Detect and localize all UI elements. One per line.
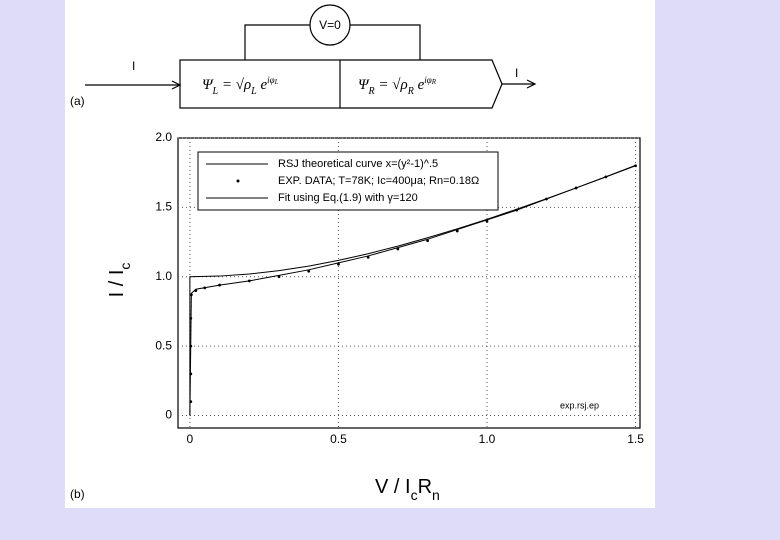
text-part: L [274,78,279,86]
data-point [277,275,281,279]
text-part: iφ [267,75,275,85]
y-tick-label: 0.5 [155,338,172,352]
text-part: I / I [106,270,128,298]
annotation: exp.rsj.ep [560,400,599,410]
x-axis-label: V / IcRn [375,476,440,502]
figure-paper [65,0,655,508]
left-box [179,59,341,109]
text-part: V / I [375,476,411,498]
data-point [307,269,311,273]
current-label: I [132,59,135,73]
legend-label: EXP. DATA; T=78K; Ic=400μa; Rn=0.18Ω [278,175,479,187]
text-part: L [250,86,257,97]
text-part: e [257,77,268,93]
text-part: R [407,86,414,97]
text-part: Ψ [358,77,370,93]
panel-label: (b) [70,487,85,501]
text-part: R [368,86,375,97]
text-part: e [414,77,425,93]
right-wavefunction: ΨR = √ρR eiφR [358,75,437,97]
voltmeter-label: V=0 [319,18,341,32]
y-tick-label: 2.0 [155,130,172,144]
text-part: = √ [218,77,245,93]
text-part: R [418,476,432,498]
data-point [337,262,340,266]
x-tick-label: 0.5 [330,432,347,446]
legend-marker [236,179,240,183]
y-tick-label: 1.0 [155,269,172,283]
series-line [189,165,636,416]
y-tick-label: 0 [165,408,172,422]
diagram [85,4,537,109]
y-tick-label: 1.5 [155,200,172,214]
data-point [366,255,370,259]
text-part: iφ [424,75,432,85]
legend-box [197,151,499,211]
plot-frame [177,137,641,429]
text-part: = √ [375,77,402,93]
text-part: n [432,487,440,503]
y-axis-label: I / Ic [106,263,132,298]
current-label: I [515,66,518,80]
text-part: ρ [243,77,251,93]
legend-label: RSJ theoretical curve x=(y²-1)^.5 [278,158,438,170]
text-part: L [212,86,219,97]
wire [350,24,421,60]
panel-label: (a) [70,94,85,108]
x-tick-label: 0 [187,432,194,446]
wire [244,24,310,60]
left-wavefunction: ΨL = √ρL eiφL [202,75,279,97]
text-part: Ψ [202,77,214,93]
text-part: ρ [400,77,408,93]
legend-label: Fit using Eq.(1.9) with γ=120 [278,192,418,204]
x-tick-label: 1.5 [627,432,644,446]
text-part: R [431,78,437,86]
text-part: c [117,263,133,270]
arrow [526,79,537,89]
text-part: c [411,487,418,503]
x-tick-label: 1.0 [479,432,496,446]
